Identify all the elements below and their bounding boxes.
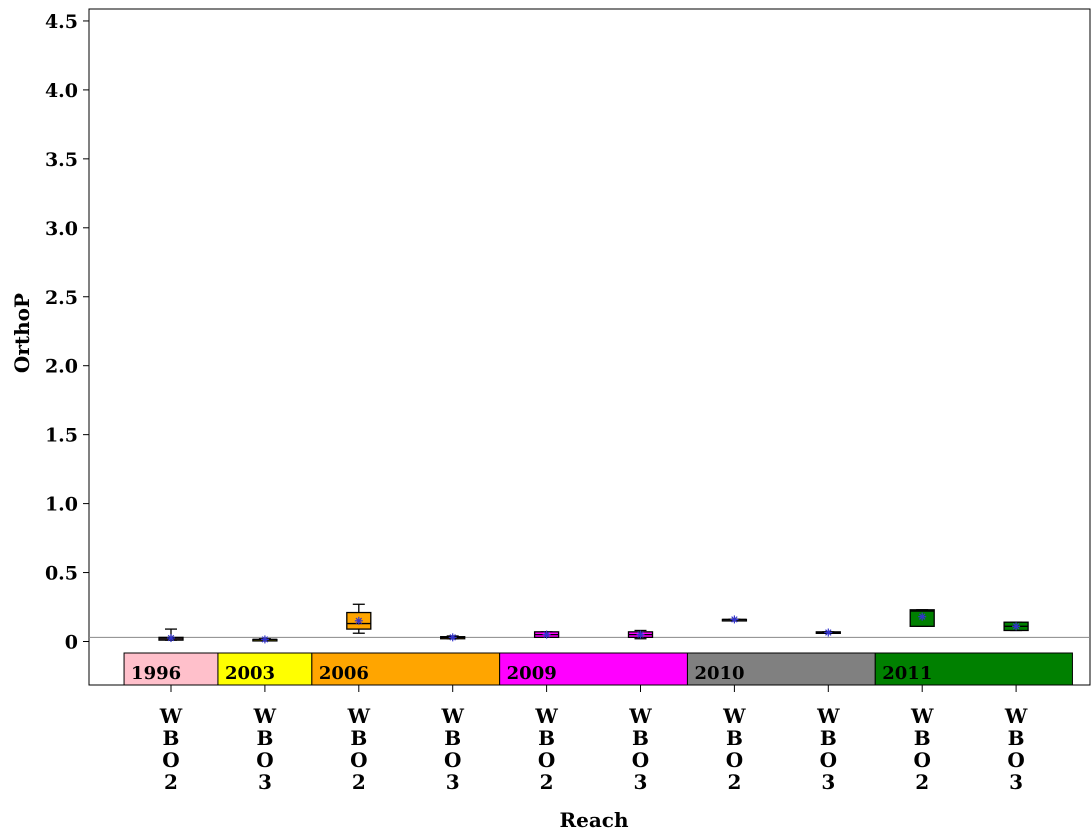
y-tick-label: 0 bbox=[65, 632, 78, 654]
mean-marker bbox=[918, 612, 927, 621]
mean-marker bbox=[542, 630, 551, 639]
y-axis-title: OrthoP bbox=[10, 293, 34, 373]
mean-marker-d2 bbox=[543, 631, 550, 638]
x-axis-title: Reach bbox=[559, 808, 628, 832]
group-label-2011: 2011 bbox=[882, 663, 932, 684]
y-tick-label: 0.5 bbox=[45, 563, 78, 585]
mean-marker bbox=[730, 615, 739, 624]
y-tick-label: 1.5 bbox=[45, 425, 78, 447]
box-1996-wbo2 bbox=[158, 628, 184, 643]
group-label-2010: 2010 bbox=[694, 663, 744, 684]
mean-marker-d2 bbox=[261, 636, 269, 643]
box-2003-wbo3 bbox=[252, 635, 278, 644]
group-band-2003 bbox=[217, 652, 313, 686]
y-tick-label: 3.0 bbox=[45, 218, 78, 240]
group-label-2006: 2006 bbox=[319, 663, 369, 684]
x-axis: W B O 2 W B O 3 W B O 2 W B O 3 W B O 2 W B O 3 W B O 2 W B O 3 W B O 2 W B O 3 bbox=[159, 685, 1028, 794]
box-2006-wbo2 bbox=[346, 603, 372, 634]
mean-marker-d2 bbox=[637, 631, 644, 638]
y-tick-label: 4.5 bbox=[45, 11, 78, 33]
box-2009-wbo2 bbox=[533, 630, 560, 639]
plot-frame bbox=[88, 8, 1091, 686]
mean-marker-d2 bbox=[167, 634, 175, 642]
y-tick-label: 3.5 bbox=[45, 149, 78, 171]
box-2006-wbo3 bbox=[440, 633, 466, 642]
box-2010-wbo2 bbox=[721, 615, 748, 624]
mean-marker bbox=[636, 630, 645, 639]
group-label-2009: 2009 bbox=[507, 663, 557, 684]
mean-marker-d2 bbox=[918, 613, 926, 620]
y-axis: 0 0.5 1.0 1.5 2.0 2.5 3.0 3.5 4.0 4.5 bbox=[45, 11, 89, 654]
mean-marker bbox=[1012, 622, 1021, 631]
y-tick-label: 1.0 bbox=[45, 494, 78, 516]
plot-area: 1996 2003 2006 2009 2010 2011 bbox=[88, 8, 1091, 686]
group-band-2011 bbox=[874, 652, 1073, 686]
mean-marker bbox=[448, 633, 457, 642]
mean-marker-d2 bbox=[731, 616, 738, 623]
group-label-2003: 2003 bbox=[225, 663, 275, 684]
y-tick-label: 4.0 bbox=[45, 80, 78, 102]
mean-marker-d2 bbox=[825, 629, 832, 636]
mean-marker-d2 bbox=[449, 634, 456, 641]
box-2011-wbo3 bbox=[1003, 621, 1029, 632]
mean-marker bbox=[824, 628, 833, 637]
box-2010-wbo3 bbox=[815, 628, 841, 637]
y-tick-label: 2.5 bbox=[45, 287, 78, 309]
mean-marker-d2 bbox=[355, 617, 363, 625]
mean-marker bbox=[354, 616, 363, 625]
box-2011-wbo2 bbox=[909, 609, 935, 627]
mean-marker bbox=[167, 634, 175, 643]
mean-marker bbox=[260, 635, 269, 644]
y-tick-label: 2.0 bbox=[45, 356, 78, 378]
group-label-1996: 1996 bbox=[131, 663, 181, 684]
box-2009-wbo3 bbox=[627, 629, 654, 640]
group-band-2006 bbox=[311, 652, 501, 686]
mean-marker-d2 bbox=[1012, 623, 1020, 630]
